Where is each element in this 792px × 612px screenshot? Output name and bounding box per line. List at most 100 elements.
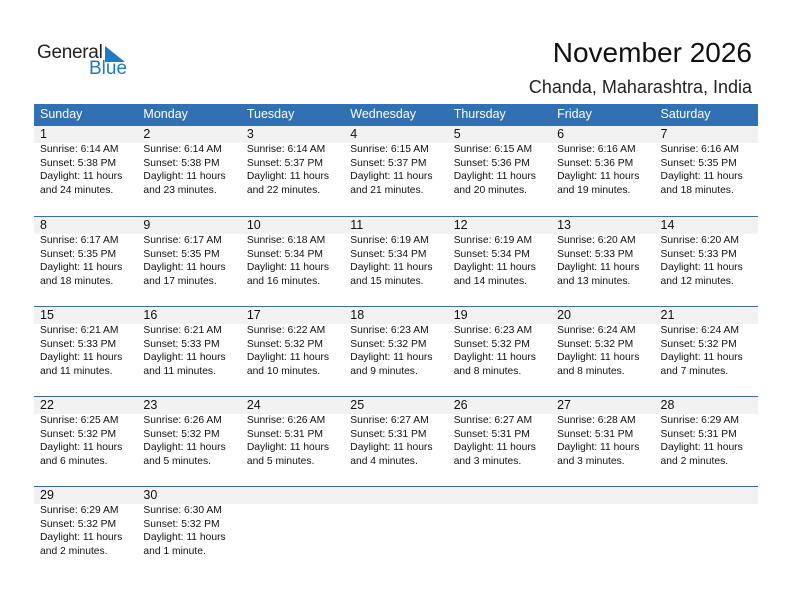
sunset-text: Sunset: 5:32 PM <box>40 428 117 440</box>
daylight-minutes-text: and 8 minutes. <box>453 365 522 377</box>
daylight-text: Daylight: 11 hours <box>660 442 743 453</box>
daylight-text: Daylight: 11 hours <box>40 262 123 273</box>
daylight-minutes-text: and 24 minutes. <box>40 184 114 196</box>
day-number: 30 <box>143 488 158 502</box>
daylight-minutes-text: and 8 minutes. <box>557 365 625 377</box>
sunrise-text: Sunrise: 6:29 AM <box>660 415 739 426</box>
day-cell: 9 Sunrise: 6:17 AM Sunset: 5:35 PM Daylight… <box>137 217 240 306</box>
daylight-minutes-text: and 19 minutes. <box>557 184 631 196</box>
daylight-minutes-text: and 18 minutes. <box>40 275 114 287</box>
daylight-text: Daylight: 11 hours <box>557 171 640 182</box>
sunset-text: Sunset: 5:31 PM <box>246 428 323 440</box>
sunset-text: Sunset: 5:34 PM <box>350 248 427 260</box>
sunrise-text: Sunrise: 6:15 AM <box>350 144 429 155</box>
day-cell: 4 Sunrise: 6:15 AM Sunset: 5:37 PM Daylight… <box>344 126 447 216</box>
sunset-text: Sunset: 5:32 PM <box>246 338 323 350</box>
day-number: 13 <box>557 218 572 232</box>
day-number: 8 <box>40 218 47 232</box>
daylight-text: Daylight: 11 hours <box>350 352 433 363</box>
sunrise-text: Sunrise: 6:18 AM <box>246 235 326 246</box>
sunrise-text: Sunrise: 6:15 AM <box>453 144 533 155</box>
daylight-text: Daylight: 11 hours <box>246 262 330 273</box>
day-number: 17 <box>246 308 261 322</box>
daylight-text: Daylight: 11 hours <box>143 262 226 273</box>
sunset-text: Sunset: 5:36 PM <box>557 157 634 169</box>
location-subtitle: Chanda, Maharashtra, India <box>528 77 752 97</box>
sunset-text: Sunset: 5:35 PM <box>40 248 117 260</box>
day-number: 19 <box>453 308 468 322</box>
daylight-text: Daylight: 11 hours <box>143 442 226 453</box>
daylight-minutes-text: and 4 minutes. <box>350 455 418 467</box>
sunset-text: Sunset: 5:33 PM <box>40 338 117 350</box>
day-number: 2 <box>143 127 151 141</box>
daylight-text: Daylight: 11 hours <box>557 352 640 363</box>
day-cell: 1 Sunrise: 6:14 AM Sunset: 5:38 PM Daylight… <box>34 126 137 216</box>
sunset-text: Sunset: 5:31 PM <box>453 428 530 440</box>
day-number: 28 <box>660 398 675 412</box>
sunrise-text: Sunrise: 6:17 AM <box>143 235 222 246</box>
sunrise-text: Sunrise: 6:16 AM <box>660 144 739 155</box>
daylight-minutes-text: and 15 minutes. <box>350 275 424 287</box>
day-number: 10 <box>246 218 261 232</box>
sunset-text: Sunset: 5:38 PM <box>40 157 117 169</box>
day-cell: 26 Sunrise: 6:27 AM Sunset: 5:31 PM Dayligh… <box>448 397 551 486</box>
day-cell: 23 Sunrise: 6:26 AM Sunset: 5:32 PM Dayligh… <box>137 397 240 486</box>
daylight-minutes-text: and 16 minutes. <box>246 275 321 287</box>
daylight-text: Daylight: 11 hours <box>143 171 226 182</box>
day-number: 26 <box>453 398 468 412</box>
sunrise-text: Sunrise: 6:23 AM <box>453 325 533 336</box>
sunset-text: Sunset: 5:31 PM <box>350 428 427 440</box>
sunset-text: Sunset: 5:32 PM <box>660 338 737 350</box>
day-number: 16 <box>143 308 158 322</box>
logo-blue-text: Blue <box>89 58 128 79</box>
day-cell: 14 Sunrise: 6:20 AM Sunset: 5:33 PM Dayligh… <box>655 217 758 306</box>
sunset-text: Sunset: 5:32 PM <box>557 338 634 350</box>
day-number: 21 <box>660 308 675 322</box>
daylight-text: Daylight: 11 hours <box>660 352 743 363</box>
sunset-text: Sunset: 5:35 PM <box>660 157 737 169</box>
day-number: 15 <box>40 308 54 322</box>
logo-general-text: General <box>37 42 103 63</box>
date-band <box>34 217 758 234</box>
day-number: 3 <box>246 127 254 141</box>
sunrise-text: Sunrise: 6:14 AM <box>246 144 326 155</box>
daylight-minutes-text: and 18 minutes. <box>660 184 734 196</box>
day-number: 4 <box>350 127 358 141</box>
sunset-text: Sunset: 5:37 PM <box>350 157 427 169</box>
daylight-minutes-text: and 23 minutes. <box>143 184 217 196</box>
day-cell <box>448 487 551 576</box>
sunrise-text: Sunrise: 6:19 AM <box>350 235 429 246</box>
weekday-friday: Friday <box>557 107 592 121</box>
day-number: 12 <box>453 218 468 232</box>
day-cell: 7 Sunrise: 6:16 AM Sunset: 5:35 PM Daylight… <box>655 126 758 216</box>
sunrise-text: Sunrise: 6:21 AM <box>143 325 222 336</box>
sunset-text: Sunset: 5:34 PM <box>453 248 530 260</box>
day-cell: 10 Sunrise: 6:18 AM Sunset: 5:34 PM Dayligh… <box>241 217 344 306</box>
daylight-text: Daylight: 11 hours <box>660 262 743 273</box>
weekday-thursday: Thursday <box>453 107 506 121</box>
day-number: 11 <box>350 218 364 232</box>
weekday-saturday: Saturday <box>660 107 711 121</box>
sunset-text: Sunset: 5:31 PM <box>660 428 737 440</box>
sunset-text: Sunset: 5:35 PM <box>143 248 220 260</box>
day-number: 18 <box>350 308 365 322</box>
sunrise-text: Sunrise: 6:21 AM <box>40 325 119 336</box>
sunrise-text: Sunrise: 6:27 AM <box>453 415 533 426</box>
day-cell: 6 Sunrise: 6:16 AM Sunset: 5:36 PM Daylight… <box>551 126 654 216</box>
sunrise-text: Sunrise: 6:26 AM <box>246 415 326 426</box>
sunset-text: Sunset: 5:33 PM <box>143 338 220 350</box>
daylight-minutes-text: and 2 minutes. <box>40 545 108 557</box>
sunrise-text: Sunrise: 6:20 AM <box>557 235 636 246</box>
daylight-text: Daylight: 11 hours <box>453 262 536 273</box>
day-cell: 3 Sunrise: 6:14 AM Sunset: 5:37 PM Daylight… <box>241 126 344 216</box>
sunrise-text: Sunrise: 6:25 AM <box>40 415 119 426</box>
daylight-text: Daylight: 11 hours <box>143 352 226 363</box>
daylight-minutes-text: and 7 minutes. <box>660 365 729 377</box>
week-row: 15 Sunrise: 6:21 AM Sunset: 5:33 PM Dayligh… <box>34 306 758 396</box>
day-cell: 30 Sunrise: 6:30 AM Sunset: 5:32 PM Dayligh… <box>137 487 240 576</box>
day-cell: 8 Sunrise: 6:17 AM Sunset: 5:35 PM Daylight… <box>34 217 137 306</box>
sunset-text: Sunset: 5:32 PM <box>143 428 220 440</box>
sunset-text: Sunset: 5:32 PM <box>143 518 220 530</box>
day-number: 9 <box>143 218 151 232</box>
sunset-text: Sunset: 5:34 PM <box>246 248 323 260</box>
